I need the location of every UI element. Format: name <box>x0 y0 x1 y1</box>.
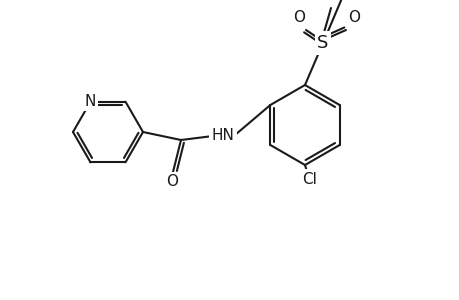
Text: S: S <box>317 34 328 52</box>
Text: HN: HN <box>211 128 234 142</box>
Text: O: O <box>347 10 359 25</box>
Text: Cl: Cl <box>302 172 317 187</box>
Text: O: O <box>166 175 178 190</box>
Text: N: N <box>84 94 96 109</box>
Text: O: O <box>292 10 304 25</box>
